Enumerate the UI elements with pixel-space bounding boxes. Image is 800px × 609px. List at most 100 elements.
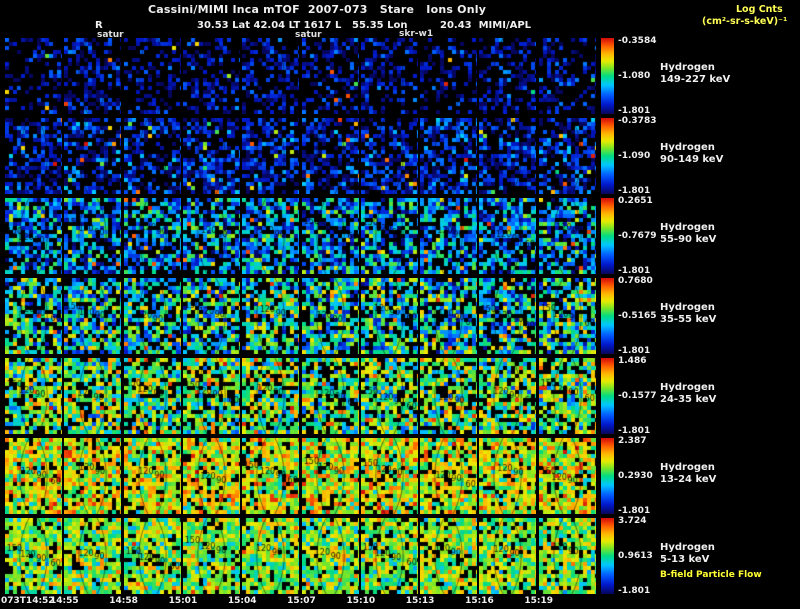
ephemeris-token: 30.53 Lat 42.04 LT 1617 L <box>197 20 342 31</box>
spectrogram-panel-r7-c6 <box>301 518 359 594</box>
spectrogram-panel-r5-c4 <box>182 358 240 434</box>
time-tick-4: 15:01 <box>168 596 198 606</box>
colorbar-max-label-r5: 1.486 <box>618 356 647 366</box>
spectrogram-panel-r1-c8 <box>420 38 478 114</box>
spectrogram-panel-r7-c7 <box>360 518 418 594</box>
spectrogram-panel-r4-c1 <box>5 278 62 354</box>
colorbar-mid-label-r2: -1.090 <box>618 151 651 161</box>
spectrogram-panel-r6-c8 <box>420 438 478 514</box>
time-tick-9: 15:16 <box>465 596 494 606</box>
time-tick-1: 073T14:52 <box>1 596 55 606</box>
colorbar-max-label-r4: 0.7680 <box>618 276 653 286</box>
colorbar-mid-label-r1: -1.080 <box>618 71 651 81</box>
spectrogram-panel-r1-c4 <box>182 38 240 114</box>
energy-row-species-r3: Hydrogen <box>660 222 715 233</box>
energy-row-species-r4: Hydrogen <box>660 302 715 313</box>
spectrogram-panel-r7-c2 <box>64 518 122 594</box>
spectrogram-panel-r4-c2 <box>64 278 122 354</box>
colorbar-min-label-r7: -1.801 <box>618 586 651 596</box>
colorbar-r4 <box>601 278 614 354</box>
spectrogram-panel-r3-c1 <box>5 198 62 274</box>
time-tick-6: 15:07 <box>287 596 316 606</box>
spectrogram-panel-r6-c9 <box>479 438 537 514</box>
spectrogram-panel-r3-c7 <box>360 198 418 274</box>
spectrogram-panel-r4-c8 <box>420 278 478 354</box>
colorbar-r7 <box>601 518 614 594</box>
bfield-flow-label: B-field Particle Flow <box>660 570 762 580</box>
spectrogram-panel-r1-c9 <box>479 38 537 114</box>
colorbar-min-label-r2: -1.801 <box>618 186 651 196</box>
spectrogram-panel-r6-c10 <box>538 438 596 514</box>
energy-row-species-r5: Hydrogen <box>660 382 715 393</box>
spectrogram-panel-r7-c8 <box>420 518 478 594</box>
energy-row-species-r6: Hydrogen <box>660 462 715 473</box>
energy-row-range-r4: 35-55 keV <box>660 314 717 325</box>
ephemeris-token: 20.43 MIMI/APL <box>440 20 532 31</box>
colorbar-r5 <box>601 358 614 434</box>
colorbar-max-label-r2: -0.3783 <box>618 116 657 126</box>
spectrogram-panel-r2-c2 <box>64 118 122 194</box>
spectrogram-panel-r4-c4 <box>182 278 240 354</box>
colorbar-units-line2: (cm²-sr-s-keV)⁻¹ <box>702 16 788 27</box>
time-tick-2: 14:55 <box>49 596 79 606</box>
energy-row-range-r1: 149-227 keV <box>660 74 731 85</box>
spectrogram-panel-r3-c5 <box>242 198 300 274</box>
spectrogram-panel-r6-c1 <box>5 438 62 514</box>
spectrogram-panel-r6-c2 <box>64 438 122 514</box>
spectrogram-panel-r5-c3 <box>123 358 181 434</box>
colorbar-max-label-r3: 0.2651 <box>618 196 653 206</box>
colorbar-mid-label-r5: -0.1577 <box>618 391 657 401</box>
energy-row-range-r2: 90-149 keV <box>660 154 724 165</box>
spectrogram-panel-r4-c6 <box>301 278 359 354</box>
colorbar-mid-label-r6: 0.2930 <box>618 471 653 481</box>
spectrogram-panel-r2-c1 <box>5 118 62 194</box>
spectrogram-panel-r5-c10 <box>538 358 596 434</box>
colorbar-mid-label-r7: 0.9613 <box>618 551 653 561</box>
spectrogram-panel-r6-c6 <box>301 438 359 514</box>
colorbar-max-label-r1: -0.3584 <box>618 36 657 46</box>
spectrogram-panel-r4-c10 <box>538 278 596 354</box>
spectrogram-panel-r2-c8 <box>420 118 478 194</box>
spectrogram-panel-r4-c9 <box>479 278 537 354</box>
spectrogram-panel-r2-c9 <box>479 118 537 194</box>
spectrogram-panel-r2-c7 <box>360 118 418 194</box>
spectrogram-panel-r7-c3 <box>123 518 181 594</box>
spectrogram-panel-r3-c9 <box>479 198 537 274</box>
spectrogram-panel-r1-c2 <box>64 38 122 114</box>
colorbar-mid-label-r3: -0.7679 <box>618 231 657 241</box>
colorbar-min-label-r3: -1.801 <box>618 266 651 276</box>
energy-row-range-r7: 5-13 keV <box>660 554 710 565</box>
spectrogram-panel-r2-c4 <box>182 118 240 194</box>
spectrogram-panel-r5-c9 <box>479 358 537 434</box>
colorbar-min-label-r1: -1.801 <box>618 106 651 116</box>
colorbar-min-label-r6: -1.801 <box>618 506 651 516</box>
colorbar-r2 <box>601 118 614 194</box>
spectrogram-panel-r5-c6 <box>301 358 359 434</box>
spectrogram-panel-r7-c5 <box>242 518 300 594</box>
spectrogram-panel-r7-c1 <box>5 518 62 594</box>
spectrogram-panel-r2-c10 <box>538 118 596 194</box>
spectrogram-panel-r2-c6 <box>301 118 359 194</box>
plot-title: Cassini/MIMI Inca mTOF 2007-073 Stare Io… <box>148 3 487 16</box>
energy-row-species-r1: Hydrogen <box>660 62 715 73</box>
time-tick-10: 15:19 <box>524 596 554 606</box>
spectrogram-panel-r1-c7 <box>360 38 418 114</box>
spectrogram-panel-r1-c3 <box>123 38 181 114</box>
spectrogram-panel-r2-c3 <box>123 118 181 194</box>
spectrogram-panel-r6-c7 <box>360 438 418 514</box>
spectrogram-panel-r5-c1 <box>5 358 62 434</box>
spectrogram-panel-r7-c10 <box>538 518 596 594</box>
ephemeris-token: 55.35 Lon <box>352 20 408 31</box>
spectrogram-panel-r7-c9 <box>479 518 537 594</box>
spectrogram-panel-r5-c7 <box>360 358 418 434</box>
spectrogram-panel-r6-c4 <box>182 438 240 514</box>
time-tick-7: 15:10 <box>346 596 376 606</box>
colorbar-units-line1: Log Cnts <box>736 4 783 15</box>
spectrogram-panel-r3-c3 <box>123 198 181 274</box>
spectrogram-panel-r2-c5 <box>242 118 300 194</box>
colorbar-max-label-r6: 2.387 <box>618 436 647 446</box>
spectrogram-panel-r5-c8 <box>420 358 478 434</box>
time-tick-5: 15:04 <box>227 596 257 606</box>
spectrogram-panel-r1-c6 <box>301 38 359 114</box>
